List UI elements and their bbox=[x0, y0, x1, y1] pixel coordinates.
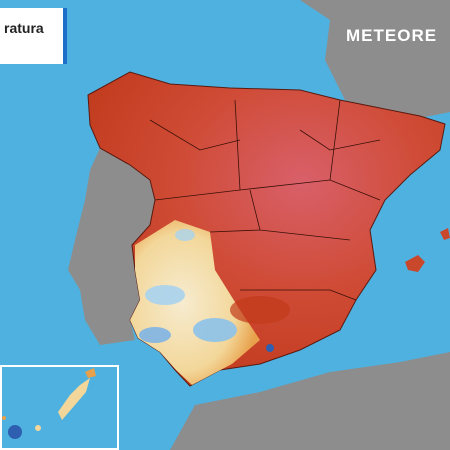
title: ratura bbox=[4, 20, 44, 36]
mallorca bbox=[405, 255, 425, 272]
cool-spot bbox=[145, 285, 185, 305]
island bbox=[35, 425, 41, 431]
hot-spot bbox=[230, 296, 290, 324]
island bbox=[8, 425, 22, 439]
cool-spot bbox=[266, 344, 274, 352]
region-borders bbox=[149, 99, 381, 301]
cool-spot bbox=[175, 229, 195, 241]
cool-spot bbox=[193, 318, 237, 342]
france bbox=[300, 0, 450, 118]
menorca bbox=[440, 228, 450, 240]
title-accent bbox=[63, 8, 67, 64]
andalusia-cool bbox=[130, 220, 260, 385]
title-box bbox=[0, 8, 66, 64]
africa bbox=[170, 352, 450, 450]
logo: METEORE bbox=[346, 26, 437, 45]
cool-spot bbox=[139, 327, 171, 343]
island bbox=[85, 368, 96, 378]
portugal bbox=[68, 148, 155, 345]
island bbox=[2, 416, 6, 420]
island bbox=[58, 378, 90, 420]
